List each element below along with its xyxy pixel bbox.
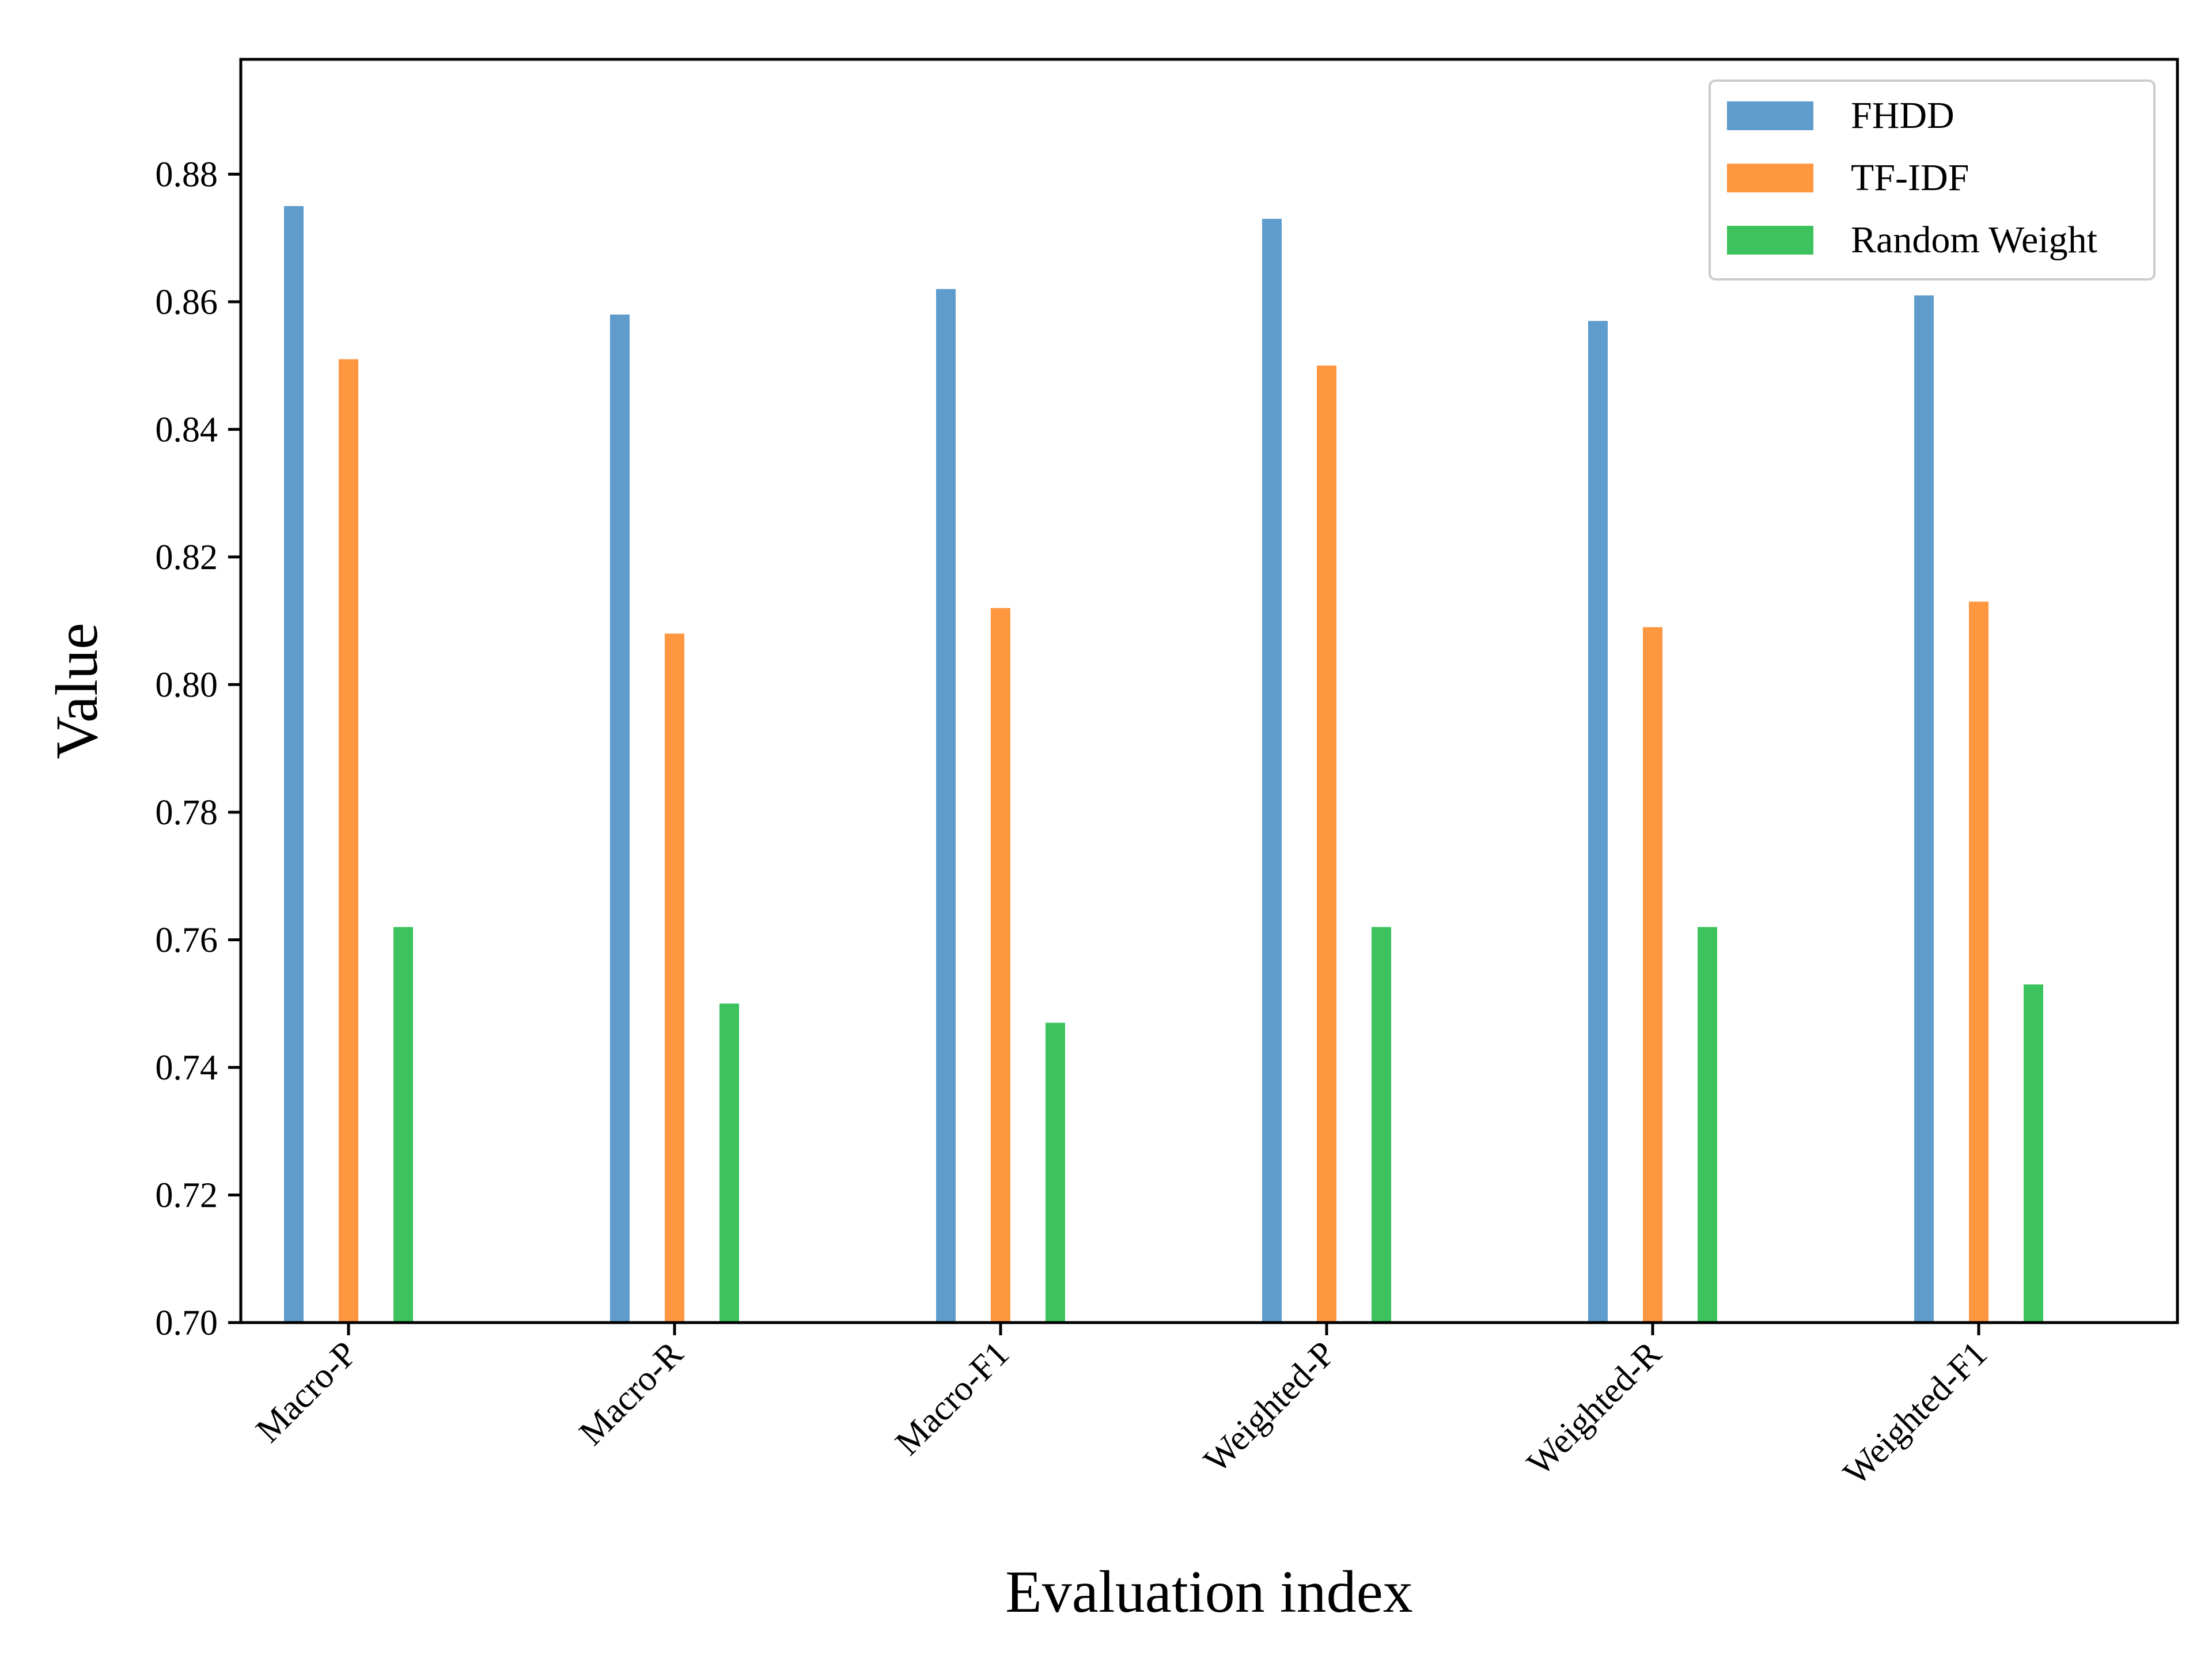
x-axis: Macro-P Macro-R Macro-F1 Weighted-P Weighted…: [248, 1323, 1995, 1493]
y-tick-label: 0.72: [156, 1176, 218, 1215]
y-tick-label: 0.76: [156, 921, 218, 960]
x-axis-title: Evaluation index: [1005, 1559, 1413, 1625]
legend: FHDD TF-IDF Random Weight: [1709, 79, 2156, 281]
bar-random-weight-weighted-r: [1698, 927, 1717, 1323]
y-tick-label: 0.86: [156, 283, 218, 322]
bar-tf-idf-weighted-f1: [1969, 601, 1988, 1323]
bar-tf-idf-weighted-p: [1317, 365, 1336, 1323]
legend-label: TF-IDF: [1851, 157, 1969, 199]
y-axis: 0.70 0.72 0.74 0.76 0.78 0.80 0.82 0.84 0.86 0.88: [156, 155, 241, 1343]
y-tick-label: 0.80: [156, 665, 218, 704]
x-tick-label: Weighted-F1: [1836, 1334, 1995, 1493]
x-tick-label: Macro-F1: [888, 1334, 1016, 1463]
legend-box: [1709, 79, 2156, 281]
bar-tf-idf-macro-p: [339, 359, 358, 1323]
plot-frame: [239, 58, 2179, 1324]
y-tick-label: 0.74: [156, 1048, 218, 1088]
x-tick-label: Macro-R: [572, 1334, 691, 1453]
bar-random-weight-macro-r: [719, 1003, 739, 1323]
legend-swatch-fhdd: [1727, 101, 1813, 130]
y-tick-label: 0.82: [156, 538, 218, 577]
y-tick-label: 0.70: [156, 1304, 218, 1343]
bar-random-weight-macro-f1: [1046, 1022, 1065, 1323]
y-tick-label: 0.78: [156, 793, 218, 832]
y-axis-title: Value: [44, 623, 110, 759]
legend-label: Random Weight: [1851, 219, 2097, 261]
bar-random-weight-weighted-p: [1372, 927, 1391, 1323]
bar-tf-idf-macro-r: [665, 633, 684, 1323]
bar-fhdd-weighted-r: [1588, 321, 1608, 1323]
x-tick-label: Weighted-R: [1520, 1334, 1669, 1483]
bar-random-weight-weighted-f1: [2024, 984, 2043, 1323]
legend-swatch-tf-idf: [1727, 164, 1813, 192]
y-tick-label: 0.88: [156, 155, 218, 194]
y-tick-label: 0.84: [156, 410, 218, 449]
bar-fhdd-weighted-p: [1262, 218, 1282, 1323]
bar-fhdd-macro-p: [284, 206, 304, 1323]
bar-fhdd-macro-f1: [936, 289, 956, 1323]
bar-tf-idf-macro-f1: [991, 608, 1010, 1323]
bars-group: [284, 206, 2043, 1323]
bar-fhdd-macro-r: [610, 315, 630, 1323]
bar-tf-idf-weighted-r: [1643, 627, 1662, 1323]
x-tick-label: Weighted-P: [1196, 1334, 1343, 1480]
legend-label: FHDD: [1851, 94, 1955, 137]
bar-fhdd-weighted-f1: [1914, 295, 1934, 1323]
legend-swatch-random-weight: [1727, 226, 1813, 255]
bar-random-weight-macro-p: [393, 927, 413, 1323]
x-tick-label: Macro-P: [248, 1334, 364, 1450]
